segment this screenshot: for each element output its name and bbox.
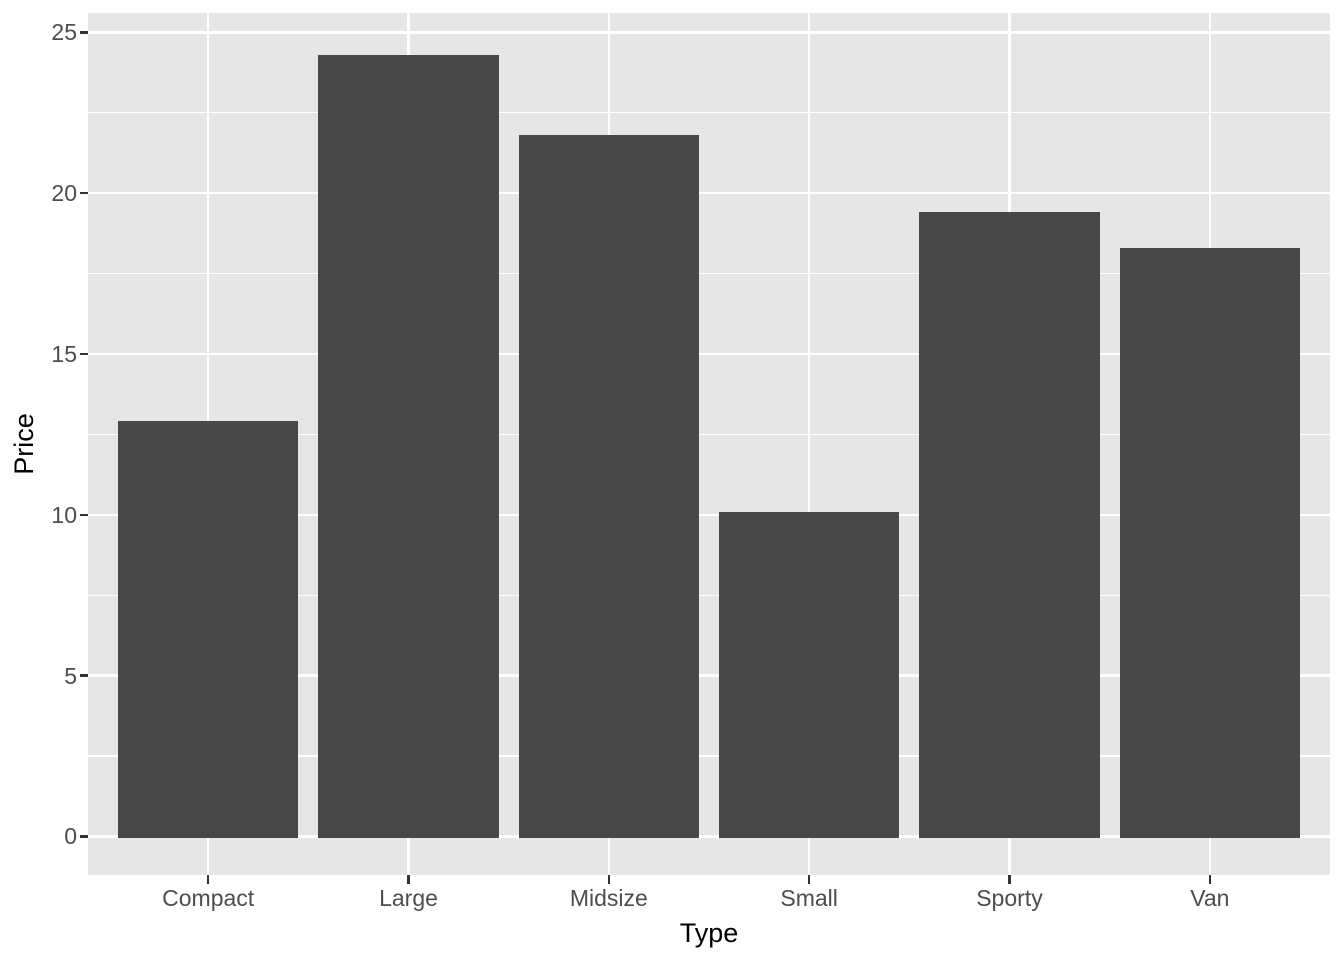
y-minor-gridline — [88, 594, 1330, 596]
y-axis-tick-mark — [80, 191, 88, 195]
x-tick-label-midsize: Midsize — [569, 885, 648, 911]
y-axis-tick-mark — [80, 31, 88, 34]
x-axis-tick-mark — [1008, 875, 1011, 884]
bar-midsize — [518, 135, 699, 838]
y-major-gridline — [88, 352, 1330, 356]
y-tick-label: 25 — [51, 19, 77, 46]
x-tick-label-small: Small — [780, 885, 838, 911]
y-tick-label: 10 — [51, 501, 77, 528]
y-tick-label: 5 — [64, 662, 77, 689]
y-axis-tick-mark — [80, 352, 88, 356]
x-axis-tick-mark — [1208, 875, 1212, 884]
y-axis-tick-mark — [80, 674, 88, 677]
x-axis-tick-mark — [607, 875, 611, 884]
x-tick-label-sporty: Sporty — [976, 885, 1043, 911]
bar-compact — [118, 421, 299, 838]
y-axis-tick-mark — [80, 513, 88, 516]
y-axis-title: Price — [9, 413, 39, 475]
x-axis-title: Type — [679, 918, 739, 948]
y-major-gridline — [88, 835, 1330, 838]
x-tick-label-large: Large — [379, 885, 438, 911]
y-major-gridline — [88, 674, 1330, 677]
bar-small — [719, 511, 900, 838]
bar-large — [318, 54, 499, 838]
y-tick-label: 20 — [51, 180, 77, 207]
x-axis-tick-mark — [407, 875, 410, 884]
x-tick-label-van: Van — [1190, 885, 1230, 911]
y-major-gridline — [88, 31, 1330, 34]
x-major-gridline-small — [807, 13, 811, 875]
y-tick-label: 0 — [64, 823, 77, 850]
x-axis-tick-mark — [206, 875, 210, 884]
y-tick-label: 15 — [51, 340, 77, 367]
y-axis-tick-mark — [80, 835, 88, 838]
y-major-gridline — [88, 191, 1330, 195]
y-minor-gridline — [88, 112, 1330, 114]
y-major-gridline — [88, 513, 1330, 516]
y-minor-gridline — [88, 755, 1330, 757]
y-minor-gridline — [88, 433, 1330, 435]
bar-van — [1119, 247, 1300, 838]
x-tick-label-compact: Compact — [162, 885, 255, 911]
bar-sporty — [919, 212, 1100, 838]
x-axis-tick-mark — [807, 875, 811, 884]
y-minor-gridline — [88, 272, 1330, 275]
